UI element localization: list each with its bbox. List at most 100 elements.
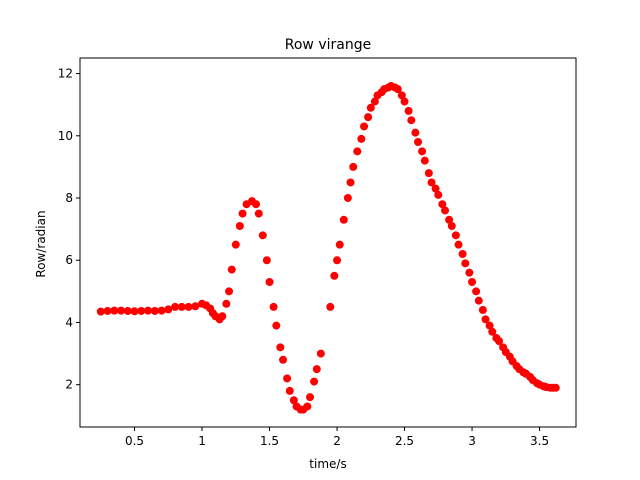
point: [171, 302, 180, 311]
point: [225, 287, 234, 296]
point: [420, 156, 429, 165]
point: [96, 307, 105, 316]
point: [458, 250, 467, 259]
point: [441, 206, 450, 215]
point: [472, 287, 481, 296]
point: [164, 305, 173, 314]
point: [431, 184, 440, 193]
point: [272, 321, 281, 330]
point: [349, 162, 358, 171]
point: [177, 302, 186, 311]
point: [312, 365, 321, 374]
point: [157, 306, 166, 315]
y-axis-label: Row/radian: [34, 210, 48, 277]
point: [285, 386, 294, 395]
point: [411, 128, 420, 137]
point: [438, 200, 447, 209]
point: [474, 296, 483, 305]
point: [184, 302, 193, 311]
point: [227, 265, 236, 274]
point: [235, 222, 244, 231]
point: [424, 169, 433, 178]
point: [343, 194, 352, 203]
x-tick-label: 2.5: [395, 434, 414, 448]
point: [414, 138, 423, 147]
point: [222, 299, 231, 308]
point: [335, 240, 344, 249]
point: [346, 178, 355, 187]
point: [254, 209, 263, 218]
x-tick-label: 3.5: [530, 434, 549, 448]
point: [357, 134, 366, 143]
point: [481, 315, 490, 324]
point: [283, 374, 292, 383]
point: [110, 306, 119, 315]
point: [238, 209, 247, 218]
x-axis-label: time/s: [309, 457, 346, 471]
point: [393, 85, 402, 94]
y-tick-label: 6: [65, 253, 73, 267]
point: [303, 402, 312, 411]
y-tick-label: 2: [65, 378, 73, 392]
point: [551, 383, 560, 392]
point: [468, 278, 477, 287]
y-tick-label: 10: [58, 129, 73, 143]
point: [252, 200, 261, 209]
x-tick-label: 2: [333, 434, 341, 448]
point: [485, 321, 494, 330]
point: [353, 147, 362, 156]
chart-title: Row virange: [285, 37, 371, 53]
point: [326, 302, 335, 311]
y-tick-label: 8: [65, 191, 73, 205]
point: [123, 306, 132, 315]
point: [316, 349, 325, 358]
point: [137, 306, 146, 315]
point: [265, 278, 274, 287]
point: [364, 113, 373, 122]
point: [150, 306, 159, 315]
point: [366, 103, 375, 112]
x-tick-label: 1: [198, 434, 206, 448]
point: [339, 215, 348, 224]
point: [465, 268, 474, 277]
point: [407, 116, 416, 125]
point: [451, 231, 460, 240]
x-tick-label: 1.5: [260, 434, 279, 448]
point: [130, 307, 139, 316]
point: [333, 256, 342, 265]
point: [445, 215, 454, 224]
point: [427, 178, 436, 187]
point: [400, 97, 409, 106]
point: [461, 259, 470, 268]
point: [144, 306, 153, 315]
point: [434, 190, 443, 199]
point: [397, 91, 406, 100]
point: [276, 343, 285, 352]
point: [218, 312, 227, 321]
point: [258, 231, 267, 240]
point: [330, 271, 339, 280]
point: [279, 355, 288, 364]
y-tick-label: 4: [65, 315, 73, 329]
point: [370, 97, 379, 106]
x-tick-label: 0.5: [125, 434, 144, 448]
point: [495, 337, 504, 346]
point: [478, 306, 487, 315]
point: [306, 393, 315, 402]
point: [310, 377, 319, 386]
point: [418, 147, 427, 156]
point: [269, 302, 278, 311]
point: [488, 327, 497, 336]
x-tick-label: 3: [468, 434, 476, 448]
point: [360, 122, 369, 131]
point: [103, 306, 112, 315]
point: [289, 396, 298, 405]
point: [117, 306, 126, 315]
point: [454, 240, 463, 249]
point: [447, 222, 456, 231]
point: [262, 256, 271, 265]
plot-frame: [79, 57, 577, 428]
y-tick-label: 12: [58, 67, 73, 81]
point: [191, 302, 200, 311]
